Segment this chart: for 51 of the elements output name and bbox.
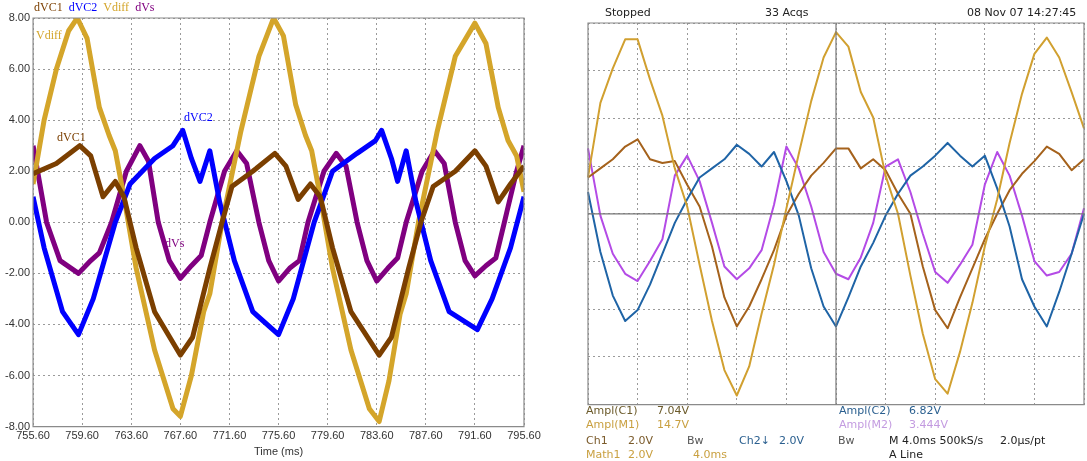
x-tick-label: 759.60 — [65, 429, 99, 442]
text: 2.0V — [628, 434, 654, 447]
y-tick-label: 2.00 — [8, 164, 31, 177]
x-tick-label: 779.60 — [310, 429, 345, 442]
text: dVC1 — [34, 0, 63, 15]
text: 2.0µs/pt — [1000, 434, 1046, 447]
x-tick-label: 795.60 — [507, 429, 541, 442]
text: Ampl(C1) — [586, 404, 638, 417]
annotation: dVC2 — [184, 110, 213, 124]
text: dVs — [135, 0, 155, 15]
x-tick-label: 763.60 — [114, 429, 149, 442]
x-tick-label: 787.60 — [408, 429, 443, 442]
text: 7.04V — [657, 404, 690, 417]
text: 3.444V — [909, 418, 949, 431]
y-tick-label: 6.00 — [8, 62, 31, 75]
x-tick-label: 755.60 — [16, 429, 50, 442]
text: A Line — [889, 448, 923, 461]
y-tick-label: -8.00 — [4, 419, 31, 432]
text: Ampl(C2) — [839, 404, 891, 417]
x-tick-label: 791.60 — [458, 429, 492, 442]
x-tick-label: 775.60 — [261, 429, 296, 442]
text: 6.82V — [909, 404, 942, 417]
text: 14.7V — [657, 418, 690, 431]
annotation: Vdiff — [36, 28, 62, 42]
x-tick-label: 783.60 — [359, 429, 394, 442]
text: Vdiff — [103, 0, 130, 15]
y-tick-label: 0.00 — [8, 215, 31, 228]
text: Bw — [838, 434, 855, 447]
annotation: dVC1 — [57, 130, 86, 144]
x-tick-label: 767.60 — [163, 429, 198, 442]
text: 2.0V — [628, 448, 654, 461]
y-tick-label: 4.00 — [8, 113, 31, 126]
text: Ch2↓ — [739, 434, 770, 447]
y-tick-label: -4.00 — [4, 317, 31, 330]
text: 08 Nov 07 14:27:45 — [967, 6, 1077, 19]
y-tick-label: 8.00 — [8, 11, 31, 24]
x-axis-title: Time (ms) — [253, 445, 304, 458]
text: Stopped — [605, 6, 651, 19]
x-tick-label: 771.60 — [212, 429, 247, 442]
text: 4.0ms — [693, 448, 727, 461]
y-tick-label: -6.00 — [4, 368, 31, 381]
text: Math1 — [586, 448, 621, 461]
text: Ch1 — [586, 434, 608, 447]
text: 2.0V — [779, 434, 805, 447]
text: Ampl(M2) — [839, 418, 893, 431]
text: M 4.0ms 500kS/s — [889, 434, 984, 447]
y-tick-label: -2.00 — [4, 266, 31, 279]
text: dVC2 — [68, 0, 98, 15]
text: Bw — [687, 434, 704, 447]
text: Ampl(M1) — [586, 418, 640, 431]
text: 33 Acqs — [765, 6, 809, 19]
